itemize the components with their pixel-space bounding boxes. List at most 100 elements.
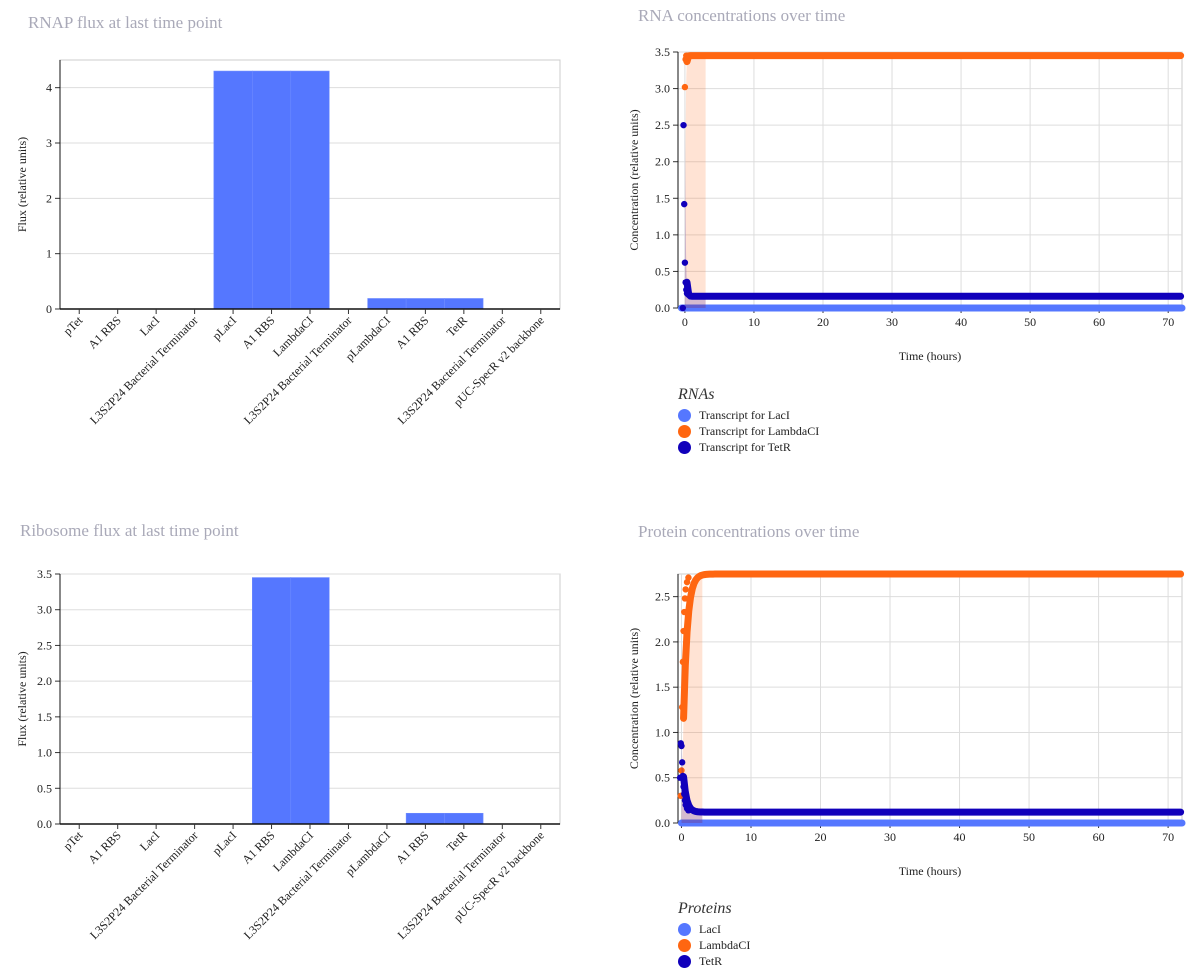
data-point (679, 772, 687, 780)
ribosome-flux-panel: Ribosome flux at last time point 0.0 0.5 1… (0, 510, 580, 980)
y-tick-label: 1.5 (37, 710, 52, 724)
data-point (678, 759, 686, 766)
x-tick-label: 70 (1162, 830, 1174, 844)
x-tick-label: 60 (1093, 830, 1105, 844)
x-tick-label: A1 RBS (85, 828, 123, 866)
data-point (679, 304, 687, 312)
protein-legend-title: Proteins (678, 900, 732, 917)
protein-concentrations-panel: Protein concentrations over time 0.0 0.5 1… (598, 510, 1196, 980)
uncertainty-band (684, 55, 706, 309)
y-tick-label: 3.0 (37, 603, 52, 617)
legend-dot-icon (678, 938, 691, 952)
legend-dot-icon (678, 440, 691, 454)
x-tick-label: 40 (954, 830, 966, 844)
x-axis-label: Time (hours) (899, 349, 962, 363)
x-tick-label: 30 (884, 830, 896, 844)
bar (405, 298, 445, 310)
y-tick-label: 1.0 (37, 746, 52, 760)
series-transcript-for-lambdaci (681, 52, 1185, 309)
rna-legend: RNAs Transcript for LacI Transcript for … (678, 386, 819, 455)
protein-concentrations-title: Protein concentrations over time (638, 522, 860, 541)
y-tick-label: 2.0 (655, 155, 670, 169)
ribosome-flux-title: Ribosome flux at last time point (20, 521, 239, 540)
x-tick-label: TetR (444, 313, 470, 339)
x-tick-label: 20 (817, 315, 829, 329)
y-axis-label: Flux (relative units) (15, 137, 29, 232)
bar (290, 577, 330, 825)
rna-legend-title: RNAs (678, 386, 715, 403)
x-tick-label: A1 RBS (85, 313, 123, 351)
series-line (680, 773, 1185, 816)
x-tick-label: A1 RBS (239, 313, 277, 351)
legend-dot-icon (678, 954, 691, 968)
data-point (683, 52, 690, 59)
rna-legend-item[interactable]: Transcript for LacI (678, 407, 819, 423)
x-tick-label: A1 RBS (393, 828, 431, 866)
data-point (681, 83, 689, 91)
y-tick-label: 0.0 (655, 301, 670, 315)
y-tick-label: 2.5 (655, 590, 670, 604)
bar (252, 577, 292, 825)
data-point (685, 574, 692, 581)
rna-legend-label: Transcript for LambdaCI (699, 423, 820, 438)
data-point (680, 783, 687, 790)
data-point (678, 767, 685, 774)
x-tick-label: 10 (745, 830, 757, 844)
bar (367, 298, 407, 310)
x-tick-label: 30 (886, 315, 898, 329)
rna-concentrations-chart: 0.0 0.5 1.0 1.5 2.0 2.5 3.0 3.5 0 10 20 30 40 50 60 70 T… (627, 45, 1186, 363)
y-tick-label: 2.5 (37, 638, 52, 652)
y-tick-label: 1 (46, 247, 52, 261)
rna-legend-item[interactable]: Transcript for LambdaCI (678, 423, 819, 439)
data-point (685, 807, 692, 814)
series-line (683, 278, 1185, 300)
series-lambdaci (677, 570, 1185, 823)
legend-dot-icon (678, 424, 691, 438)
y-tick-label: 1.5 (655, 680, 670, 694)
data-point (681, 259, 689, 266)
y-tick-label: 2.0 (655, 635, 670, 649)
data-point (682, 586, 689, 593)
protein-legend-item[interactable]: LacI (678, 921, 750, 937)
protein-concentrations-chart: 0.0 0.5 1.0 1.5 2.0 2.5 0 10 20 30 40 50 60 70 Time (h… (627, 570, 1186, 878)
rna-legend-item[interactable]: Transcript for TetR (678, 439, 819, 455)
protein-legend-item[interactable]: TetR (678, 953, 750, 969)
protein-legend-label: LacI (699, 921, 721, 936)
x-tick-label: 20 (815, 830, 827, 844)
bar (444, 812, 484, 825)
y-axis-label: Concentration (relative units) (627, 109, 641, 250)
rnap-flux-panel: RNAP flux at last time point 0 1 2 3 4 pTet A1… (0, 0, 580, 490)
data-point (681, 608, 688, 616)
y-tick-label: 1.0 (655, 228, 670, 242)
y-tick-label: 0 (46, 302, 52, 316)
x-tick-label: TetR (444, 828, 470, 854)
y-tick-label: 0.5 (655, 771, 670, 785)
y-tick-label: 3.5 (37, 567, 52, 581)
data-point (681, 790, 688, 798)
x-tick-label: pLacI (210, 313, 240, 343)
y-tick-label: 1.0 (655, 725, 670, 739)
protein-legend: Proteins LacI LambdaCI TetR (678, 900, 750, 969)
x-tick-label: pLacI (210, 828, 240, 858)
y-tick-label: 0.0 (655, 816, 670, 830)
series-line (680, 570, 1185, 722)
protein-legend-item[interactable]: LambdaCI (678, 937, 750, 953)
x-tick-label: 10 (748, 315, 760, 329)
series-transcript-for-tetr (679, 121, 1185, 312)
rnap-flux-title: RNAP flux at last time point (28, 13, 223, 32)
series-tetr (676, 740, 1185, 823)
bar (252, 70, 292, 310)
rna-legend-label: Transcript for TetR (699, 439, 791, 454)
x-axis-label: Time (hours) (899, 864, 962, 878)
y-tick-label: 0.0 (37, 817, 52, 831)
x-tick-label: LacI (137, 313, 162, 338)
y-tick-label: 1.5 (655, 191, 670, 205)
rna-concentrations-panel: RNA concentrations over time 0.0 0.5 1.0 1.… (598, 0, 1196, 490)
legend-dot-icon (678, 922, 691, 936)
y-tick-label: 2 (46, 191, 52, 205)
bar (405, 812, 445, 825)
rna-concentrations-title: RNA concentrations over time (638, 6, 846, 25)
x-tick-label: 40 (955, 315, 967, 329)
data-point (681, 200, 688, 208)
x-tick-label: 60 (1093, 315, 1105, 329)
